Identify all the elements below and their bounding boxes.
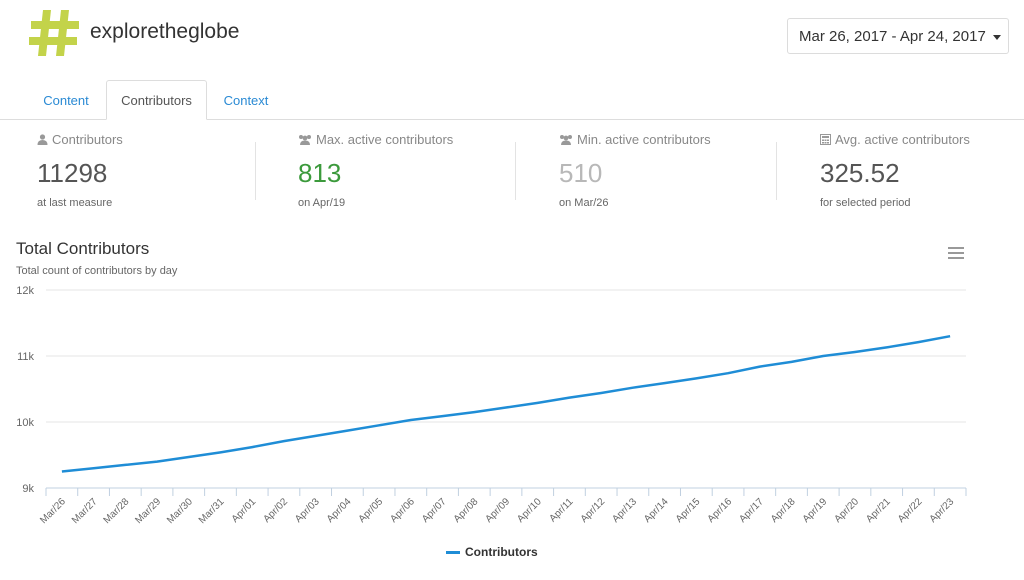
stat-subtext: on Mar/26 bbox=[559, 197, 609, 209]
legend-item-contributors[interactable]: Contributors bbox=[446, 545, 538, 559]
x-tick-label: Apr/11 bbox=[547, 496, 575, 524]
x-tick-label: Apr/08 bbox=[452, 496, 481, 525]
x-tick-label: Apr/05 bbox=[357, 496, 386, 525]
hamburger-menu-icon[interactable] bbox=[948, 247, 964, 259]
x-tick-label: Apr/18 bbox=[769, 496, 798, 525]
stat-subtext: for selected period bbox=[820, 197, 911, 209]
x-tick-label: Apr/15 bbox=[674, 496, 703, 525]
stat-subtext: at last measure bbox=[37, 197, 113, 209]
stat-label-text: Avg. active contributors bbox=[835, 132, 970, 147]
x-tick-label: Apr/09 bbox=[484, 496, 513, 525]
x-tick-label: Apr/22 bbox=[896, 496, 925, 525]
tab-content[interactable]: Content bbox=[43, 92, 89, 108]
x-tick-label: Apr/04 bbox=[325, 496, 354, 525]
stat-label-text: Max. active contributors bbox=[316, 132, 454, 147]
date-range-picker[interactable]: Mar 26, 2017 - Apr 24, 2017 bbox=[787, 18, 1009, 54]
x-tick-label: Apr/01 bbox=[230, 496, 259, 525]
tab-bar: Content Contributors Context bbox=[0, 80, 1024, 120]
x-tick-label: Apr/07 bbox=[420, 496, 449, 525]
x-tick-label: Apr/23 bbox=[928, 496, 957, 525]
brand-name: exploretheglobe bbox=[90, 20, 240, 43]
x-tick-label: Mar/26 bbox=[38, 496, 68, 526]
legend-label: Contributors bbox=[465, 545, 538, 559]
stat-value: 510 bbox=[559, 158, 603, 188]
users-icon bbox=[299, 135, 311, 145]
x-tick-label: Apr/14 bbox=[642, 496, 671, 525]
chart-title: Total Contributors bbox=[16, 239, 150, 258]
stat-value: 325.52 bbox=[820, 158, 900, 188]
stat-max-active: Max. active contributors 813 on Apr/19 bbox=[298, 132, 538, 216]
divider bbox=[776, 142, 777, 200]
stats-row: Contributors 11298 at last measure Max. … bbox=[0, 120, 1024, 220]
stat-label-text: Min. active contributors bbox=[577, 132, 711, 147]
x-tick-label: Apr/17 bbox=[737, 496, 766, 525]
y-tick-label: 11k bbox=[17, 351, 34, 363]
legend-swatch bbox=[446, 550, 460, 554]
stat-label-text: Contributors bbox=[52, 132, 123, 147]
series-line-contributors bbox=[61, 334, 951, 473]
x-tick-label: Apr/13 bbox=[610, 496, 639, 525]
date-range-label: Mar 26, 2017 - Apr 24, 2017 bbox=[799, 27, 986, 45]
y-tick-label: 9k bbox=[22, 483, 34, 495]
x-tick-label: Mar/27 bbox=[70, 496, 100, 526]
caret-down-icon bbox=[992, 34, 1001, 40]
header: exploretheglobe Mar 26, 2017 - Apr 24, 2… bbox=[0, 0, 1024, 80]
x-tick-label: Mar/29 bbox=[133, 496, 163, 526]
y-tick-label: 12k bbox=[16, 285, 34, 297]
users-icon bbox=[560, 135, 572, 145]
stat-min-active: Min. active contributors 510 on Mar/26 bbox=[559, 132, 799, 216]
x-tick-label: Apr/21 bbox=[864, 496, 893, 525]
x-tick-label: Apr/19 bbox=[801, 496, 830, 525]
chart-subtitle: Total count of contributors by day bbox=[16, 265, 178, 277]
x-tick-label: Apr/02 bbox=[261, 496, 290, 525]
x-tick-label: Apr/03 bbox=[293, 496, 322, 525]
tab-contributors[interactable]: Contributors bbox=[106, 80, 207, 120]
stat-avg-active: Avg. active contributors 325.52 for sele… bbox=[820, 132, 1024, 216]
stat-contributors: Contributors 11298 at last measure bbox=[37, 132, 277, 216]
stat-value: 813 bbox=[298, 158, 342, 188]
y-tick-label: 10k bbox=[16, 417, 34, 429]
tab-context[interactable]: Context bbox=[223, 92, 269, 108]
hashtag-logo-icon bbox=[29, 10, 79, 56]
x-tick-label: Apr/10 bbox=[515, 496, 544, 525]
x-tick-label: Mar/28 bbox=[102, 496, 132, 526]
x-tick-label: Apr/12 bbox=[579, 496, 608, 525]
stat-subtext: on Apr/19 bbox=[298, 197, 346, 209]
user-icon bbox=[37, 134, 48, 145]
stat-value: 11298 bbox=[37, 158, 108, 188]
divider bbox=[255, 142, 256, 200]
calculator-icon bbox=[820, 134, 831, 145]
x-tick-label: Mar/31 bbox=[197, 496, 227, 526]
x-tick-label: Apr/20 bbox=[832, 496, 861, 525]
divider bbox=[515, 142, 516, 200]
x-tick-label: Apr/06 bbox=[388, 496, 417, 525]
x-tick-label: Mar/30 bbox=[165, 496, 195, 526]
x-tick-label: Apr/16 bbox=[706, 496, 735, 525]
